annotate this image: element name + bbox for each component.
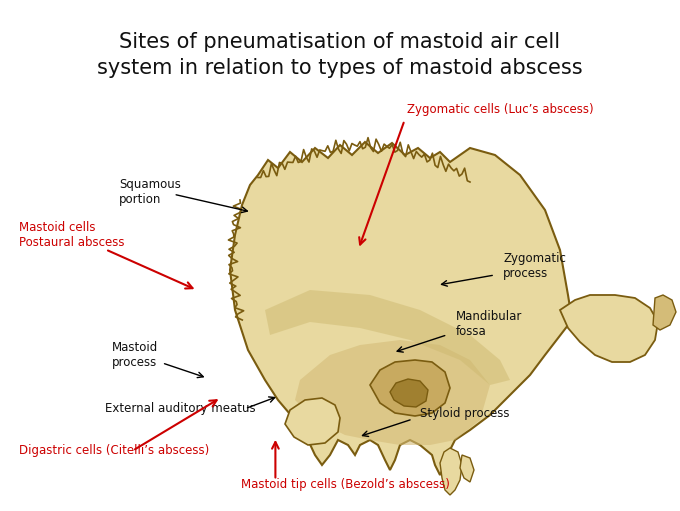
Polygon shape [560,295,658,362]
Text: Digastric cells (Citelli’s abscess): Digastric cells (Citelli’s abscess) [19,444,209,457]
Polygon shape [460,455,474,482]
Polygon shape [265,290,510,385]
Polygon shape [370,360,450,416]
Text: External auditory meatus: External auditory meatus [105,402,256,415]
Polygon shape [440,448,462,495]
Polygon shape [653,295,676,330]
Polygon shape [285,398,340,445]
Text: Mandibular
fossa: Mandibular fossa [456,311,522,338]
Polygon shape [295,340,490,445]
Text: Zygomatic cells (Luc’s abscess): Zygomatic cells (Luc’s abscess) [407,103,593,117]
Text: Mastoid tip cells (Bezold’s abscess): Mastoid tip cells (Bezold’s abscess) [241,478,450,491]
Text: Styloid process: Styloid process [420,407,510,421]
Polygon shape [390,379,428,407]
Text: Zygomatic
process: Zygomatic process [503,252,566,280]
Text: Mastoid cells
Postaural abscess: Mastoid cells Postaural abscess [19,221,124,249]
Text: Squamous
portion: Squamous portion [119,178,181,205]
Text: Sites of pneumatisation of mastoid air cell
system in relation to types of masto: Sites of pneumatisation of mastoid air c… [97,32,583,78]
Text: Mastoid
process: Mastoid process [112,341,158,369]
Polygon shape [230,142,572,475]
